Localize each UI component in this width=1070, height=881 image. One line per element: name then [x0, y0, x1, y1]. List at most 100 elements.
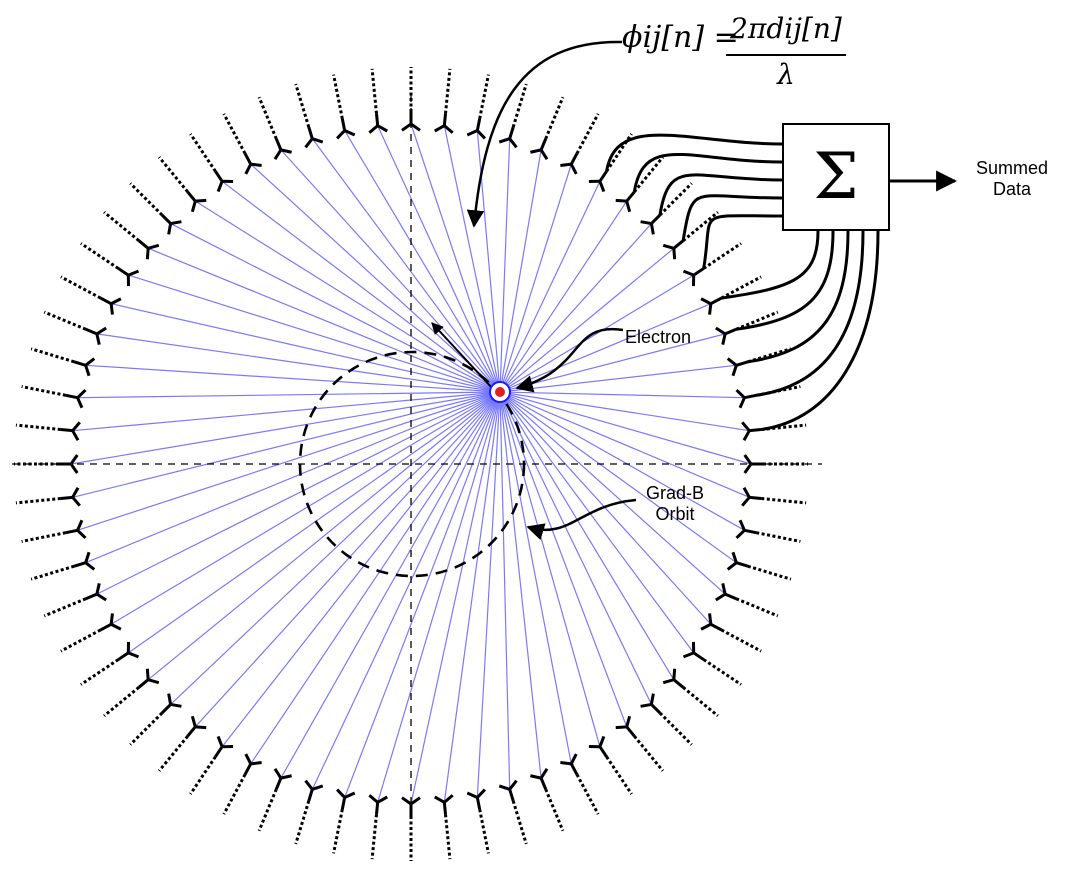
- antenna-stem: [442, 113, 447, 126]
- antenna-stem: [598, 745, 608, 758]
- antenna-arm: [69, 463, 79, 474]
- antenna-arm: [76, 529, 87, 540]
- antenna-element: [735, 385, 801, 409]
- ray-line: [127, 391, 501, 654]
- antenna-arm: [743, 463, 753, 474]
- antenna-element: [103, 668, 160, 718]
- antenna-stem: [73, 561, 87, 568]
- antenna-element: [103, 210, 160, 260]
- ray-line: [250, 391, 501, 765]
- antenna-stem: [307, 126, 314, 140]
- ray-line: [499, 163, 572, 393]
- antenna-stem: [214, 745, 224, 758]
- antenna-arm: [76, 397, 84, 409]
- antenna-arm: [71, 487, 80, 499]
- antenna-feed: [755, 531, 801, 543]
- summer-wire: [702, 214, 783, 269]
- antenna-arm: [682, 269, 695, 277]
- antenna-arm: [625, 200, 632, 213]
- antenna-arm: [304, 137, 314, 149]
- ray-line: [110, 391, 501, 625]
- antenna-stem: [243, 152, 253, 165]
- antenna-feed: [575, 113, 600, 155]
- ray-line: [410, 391, 501, 805]
- ray-line: [476, 130, 501, 393]
- antenna-feed: [15, 423, 61, 431]
- antenna-stem: [625, 190, 636, 203]
- antenna-element: [368, 68, 388, 134]
- antenna-element: [14, 454, 79, 474]
- antenna-arm: [726, 561, 738, 571]
- antenna-feed: [21, 385, 67, 397]
- antenna-feed: [544, 788, 565, 832]
- antenna-stem: [475, 118, 482, 131]
- antenna-element: [43, 310, 107, 345]
- ray-line: [499, 138, 511, 393]
- antenna-arm: [443, 794, 454, 804]
- ray-line: [499, 391, 750, 432]
- antenna-arm: [649, 693, 655, 705]
- electron-velocity-arrow: [431, 322, 494, 390]
- antenna-arm: [662, 678, 675, 685]
- antenna-feed: [702, 242, 742, 270]
- antenna-stem: [692, 267, 705, 277]
- antenna-arm: [530, 148, 542, 154]
- antenna-arm: [110, 297, 122, 306]
- antenna-arm: [95, 583, 101, 595]
- ray-line: [499, 391, 511, 790]
- antenna-element: [222, 753, 262, 815]
- antenna-stem: [569, 763, 579, 776]
- antenna-feed: [30, 564, 75, 581]
- antenna-feed: [129, 182, 164, 217]
- ray-line: [499, 181, 601, 393]
- antenna-element: [662, 668, 719, 718]
- antenna-feed: [103, 686, 140, 718]
- antenna-stem: [340, 797, 347, 810]
- antenna-stem: [137, 678, 150, 689]
- ray-line: [499, 391, 601, 747]
- ray-line: [344, 391, 501, 798]
- ray-line: [280, 391, 501, 779]
- summer-input-wires: [605, 133, 880, 431]
- antenna-arm: [708, 303, 713, 315]
- antenna-feed: [189, 755, 217, 795]
- antenna-stem: [85, 592, 98, 601]
- ray-line: [221, 180, 501, 393]
- antenna-element: [588, 735, 633, 795]
- summer-wire: [735, 230, 835, 331]
- ray-line: [499, 391, 726, 595]
- antenna-element: [466, 788, 490, 854]
- antenna-feed: [720, 628, 762, 653]
- antenna-element: [700, 275, 762, 315]
- antenna-arm: [726, 357, 738, 367]
- ray-line: [111, 303, 501, 393]
- antenna-arm: [735, 388, 746, 399]
- antenna-feed: [80, 242, 120, 270]
- antenna-arm: [410, 796, 421, 806]
- antenna-stem: [569, 152, 579, 165]
- summed-data-label: Summed Data: [962, 158, 1062, 200]
- antenna-feed: [658, 182, 693, 217]
- antenna-element: [21, 519, 87, 543]
- antenna-feed: [60, 628, 102, 653]
- antenna-element: [682, 242, 742, 287]
- antenna-arm: [190, 200, 197, 213]
- ray-line: [194, 200, 501, 393]
- summation-symbol: Σ: [813, 140, 859, 214]
- antenna-arm: [539, 768, 549, 779]
- ray-line: [499, 247, 675, 393]
- ray-line: [311, 391, 501, 790]
- antenna-stem: [117, 651, 130, 661]
- ray-line: [128, 274, 501, 393]
- grad-b-orbit-circle: [298, 350, 526, 578]
- antenna-arm: [434, 795, 446, 804]
- antenna-feed: [222, 113, 247, 155]
- antenna-stem: [340, 118, 347, 131]
- ray-line: [77, 391, 501, 399]
- antenna-element: [60, 613, 122, 653]
- antenna-stem: [60, 495, 73, 500]
- antenna-arm: [560, 761, 572, 766]
- antenna-element: [726, 551, 792, 581]
- antenna-feed: [478, 74, 490, 120]
